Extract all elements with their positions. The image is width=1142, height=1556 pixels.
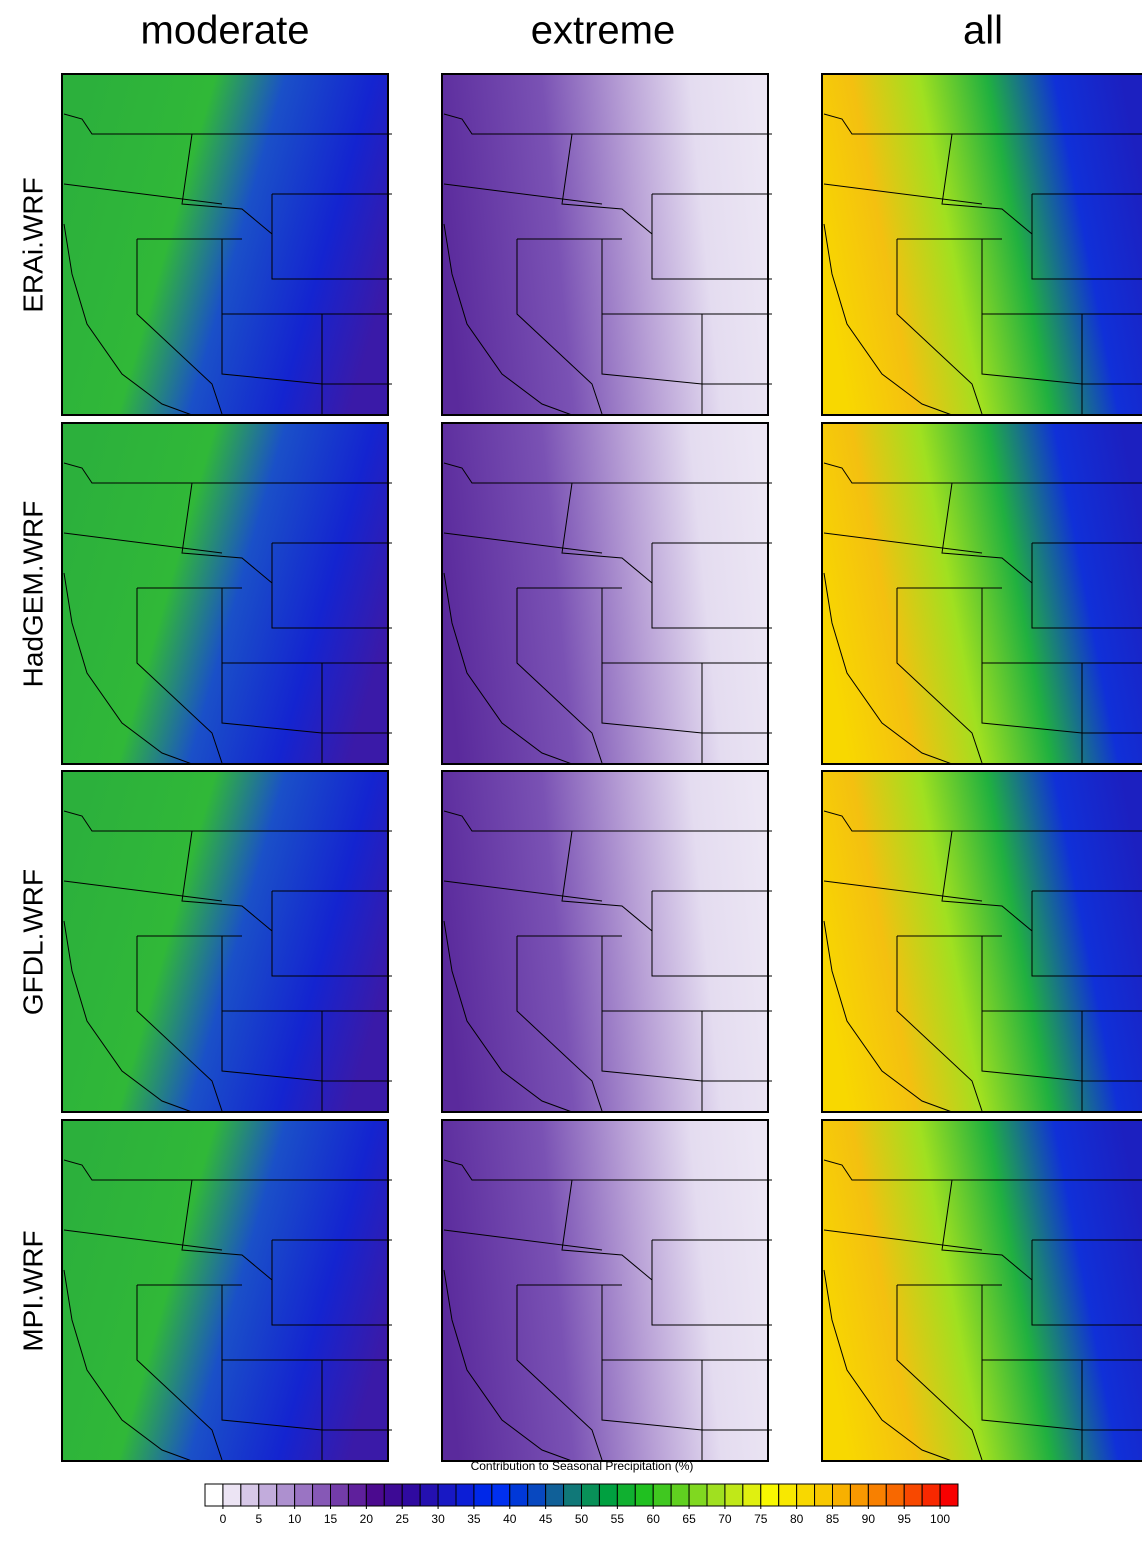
colorbar-box bbox=[922, 1484, 940, 1506]
map-panel bbox=[62, 74, 392, 415]
row-label: ERAi.WRF bbox=[17, 177, 48, 312]
colorbar-box bbox=[564, 1484, 582, 1506]
map-field bbox=[442, 74, 768, 415]
colorbar-tick-label: 55 bbox=[611, 1512, 625, 1526]
map-field bbox=[62, 771, 388, 1112]
map-field bbox=[62, 74, 388, 415]
colorbar-box bbox=[635, 1484, 653, 1506]
colorbar-tick-label: 65 bbox=[682, 1512, 696, 1526]
colorbar-box bbox=[223, 1484, 241, 1506]
colorbar-box bbox=[617, 1484, 635, 1506]
row-label: MPI.WRF bbox=[17, 1230, 48, 1351]
map-field bbox=[62, 1120, 388, 1461]
colorbar-box bbox=[259, 1484, 277, 1506]
colorbar-box bbox=[277, 1484, 295, 1506]
map-panel bbox=[822, 74, 1142, 415]
colorbar-box bbox=[707, 1484, 725, 1506]
colorbar-box bbox=[725, 1484, 743, 1506]
colorbar: 0 5 10 15 20 25 30 35 40 45 50 55 60 65 70 75 80 85 90 95 10… bbox=[205, 1484, 958, 1526]
colorbar-box bbox=[653, 1484, 671, 1506]
colorbar-box bbox=[295, 1484, 313, 1506]
colorbar-tick-label: 90 bbox=[862, 1512, 876, 1526]
colorbar-box bbox=[348, 1484, 366, 1506]
colorbar-box bbox=[492, 1484, 510, 1506]
colorbar-box bbox=[671, 1484, 689, 1506]
row-label: GFDL.WRF bbox=[17, 869, 48, 1015]
map-panel bbox=[442, 1120, 772, 1461]
map-panel bbox=[442, 74, 772, 415]
map-panel bbox=[442, 771, 772, 1112]
colorbar-box bbox=[384, 1484, 402, 1506]
colorbar-tick-label: 60 bbox=[647, 1512, 661, 1526]
colorbar-box bbox=[420, 1484, 438, 1506]
colorbar-box bbox=[456, 1484, 474, 1506]
colorbar-tick-label: 70 bbox=[718, 1512, 732, 1526]
map-panel bbox=[62, 423, 392, 764]
colorbar-box bbox=[331, 1484, 349, 1506]
colorbar-tick-label: 0 bbox=[220, 1512, 227, 1526]
colorbar-box bbox=[528, 1484, 546, 1506]
colorbar-tick-label: 80 bbox=[790, 1512, 804, 1526]
row-label: HadGEM.WRF bbox=[17, 501, 48, 688]
map-field bbox=[442, 1120, 768, 1461]
column-title: moderate bbox=[141, 9, 310, 53]
colorbar-tick-label: 50 bbox=[575, 1512, 589, 1526]
page: {"column_titles": ["moderate", "extreme"… bbox=[0, 0, 1142, 1556]
colorbar-tick-label: 10 bbox=[288, 1512, 302, 1526]
colorbar-box bbox=[241, 1484, 259, 1506]
colorbar-box bbox=[582, 1484, 600, 1506]
map-field bbox=[442, 771, 768, 1112]
colorbar-box bbox=[510, 1484, 528, 1506]
colorbar-tick-label: 25 bbox=[396, 1512, 410, 1526]
map-field bbox=[442, 423, 768, 764]
colorbar-box bbox=[205, 1484, 223, 1506]
map-panel bbox=[62, 1120, 392, 1461]
colorbar-box bbox=[868, 1484, 886, 1506]
colorbar-tick-label: 5 bbox=[255, 1512, 262, 1526]
colorbar-box bbox=[779, 1484, 797, 1506]
column-title: all bbox=[963, 9, 1003, 53]
map-field bbox=[62, 423, 388, 764]
colorbar-box bbox=[313, 1484, 331, 1506]
figure: moderate extreme all ERAi.WRF HadGEM.WRF… bbox=[0, 0, 1142, 1556]
colorbar-tick-label: 100 bbox=[930, 1512, 950, 1526]
colorbar-box bbox=[599, 1484, 617, 1506]
map-panel bbox=[62, 771, 392, 1112]
colorbar-tick-label: 75 bbox=[754, 1512, 768, 1526]
map-panel bbox=[442, 423, 772, 764]
colorbar-tick-label: 45 bbox=[539, 1512, 553, 1526]
colorbar-box bbox=[850, 1484, 868, 1506]
colorbar-box bbox=[743, 1484, 761, 1506]
colorbar-tick-label: 85 bbox=[826, 1512, 840, 1526]
colorbar-box bbox=[546, 1484, 564, 1506]
colorbar-box bbox=[940, 1484, 958, 1506]
colorbar-box bbox=[815, 1484, 833, 1506]
colorbar-box bbox=[438, 1484, 456, 1506]
map-panel bbox=[822, 1120, 1142, 1461]
colorbar-title: Contribution to Seasonal Precipitation (… bbox=[471, 1459, 694, 1473]
map-panel bbox=[822, 423, 1142, 764]
colorbar-tick-label: 20 bbox=[360, 1512, 374, 1526]
colorbar-tick-label: 15 bbox=[324, 1512, 338, 1526]
colorbar-box bbox=[474, 1484, 492, 1506]
map-panels bbox=[62, 74, 1142, 1461]
colorbar-tick-label: 30 bbox=[431, 1512, 445, 1526]
colorbar-tick-label: 95 bbox=[898, 1512, 912, 1526]
map-panel bbox=[822, 771, 1142, 1112]
colorbar-box bbox=[689, 1484, 707, 1506]
colorbar-box bbox=[904, 1484, 922, 1506]
colorbar-box bbox=[761, 1484, 779, 1506]
colorbar-box bbox=[833, 1484, 851, 1506]
column-title: extreme bbox=[531, 9, 676, 53]
colorbar-tick-label: 40 bbox=[503, 1512, 517, 1526]
colorbar-tick-label: 35 bbox=[467, 1512, 481, 1526]
colorbar-box bbox=[886, 1484, 904, 1506]
colorbar-box bbox=[797, 1484, 815, 1506]
colorbar-box bbox=[366, 1484, 384, 1506]
colorbar-box bbox=[402, 1484, 420, 1506]
